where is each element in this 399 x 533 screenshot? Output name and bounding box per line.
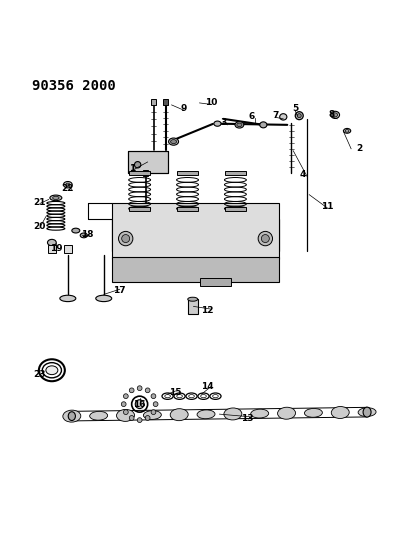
Ellipse shape xyxy=(68,411,75,421)
Bar xyxy=(48,245,56,253)
Bar xyxy=(129,207,150,211)
Text: 7: 7 xyxy=(272,111,279,120)
Text: 17: 17 xyxy=(113,286,126,295)
Circle shape xyxy=(129,416,134,421)
Ellipse shape xyxy=(168,138,179,145)
Ellipse shape xyxy=(135,400,144,408)
Ellipse shape xyxy=(304,408,322,417)
Bar xyxy=(225,207,246,211)
Text: 2: 2 xyxy=(356,144,362,154)
Ellipse shape xyxy=(237,123,242,127)
Ellipse shape xyxy=(251,409,269,418)
Ellipse shape xyxy=(333,113,338,117)
Text: 8: 8 xyxy=(328,110,334,119)
Ellipse shape xyxy=(170,409,188,421)
Text: 6: 6 xyxy=(248,112,255,122)
Bar xyxy=(64,245,72,253)
Text: 18: 18 xyxy=(81,230,94,239)
Ellipse shape xyxy=(47,239,56,246)
Text: 90356 2000: 90356 2000 xyxy=(32,79,116,93)
Ellipse shape xyxy=(280,114,287,120)
Ellipse shape xyxy=(143,410,161,419)
Circle shape xyxy=(258,231,273,246)
Ellipse shape xyxy=(117,409,134,422)
Circle shape xyxy=(145,388,150,393)
Ellipse shape xyxy=(63,182,72,188)
Text: 3: 3 xyxy=(220,118,227,127)
Text: 20: 20 xyxy=(34,222,46,231)
Text: 14: 14 xyxy=(201,382,214,391)
Text: 9: 9 xyxy=(180,104,187,114)
Ellipse shape xyxy=(60,295,76,302)
Ellipse shape xyxy=(278,407,296,419)
Ellipse shape xyxy=(295,112,303,120)
Polygon shape xyxy=(112,219,279,251)
Circle shape xyxy=(134,161,141,168)
Text: 15: 15 xyxy=(169,387,182,397)
Bar xyxy=(188,299,198,314)
Circle shape xyxy=(151,394,156,399)
Bar xyxy=(128,151,168,173)
Ellipse shape xyxy=(170,140,176,143)
Text: 4: 4 xyxy=(300,170,306,179)
Ellipse shape xyxy=(331,111,340,118)
Ellipse shape xyxy=(72,228,80,233)
Bar xyxy=(128,151,168,173)
Ellipse shape xyxy=(53,196,59,199)
Bar xyxy=(163,99,168,105)
Bar xyxy=(177,207,198,211)
Ellipse shape xyxy=(80,233,87,238)
Circle shape xyxy=(137,418,142,423)
Circle shape xyxy=(119,231,133,246)
Text: 13: 13 xyxy=(241,414,254,423)
Ellipse shape xyxy=(344,128,351,133)
Text: 12: 12 xyxy=(201,306,214,315)
Ellipse shape xyxy=(197,410,215,419)
Text: 5: 5 xyxy=(292,104,298,114)
Ellipse shape xyxy=(50,195,62,200)
Circle shape xyxy=(137,386,142,391)
Ellipse shape xyxy=(90,411,108,420)
Bar xyxy=(112,256,279,282)
Ellipse shape xyxy=(235,122,244,128)
Circle shape xyxy=(123,394,128,399)
Bar xyxy=(225,171,246,175)
Circle shape xyxy=(153,402,158,407)
Ellipse shape xyxy=(214,121,221,126)
Ellipse shape xyxy=(188,297,198,301)
Circle shape xyxy=(129,388,134,393)
Circle shape xyxy=(261,235,269,243)
Bar xyxy=(200,278,231,286)
Circle shape xyxy=(151,410,156,415)
Ellipse shape xyxy=(331,407,349,418)
Ellipse shape xyxy=(363,407,371,417)
Circle shape xyxy=(121,402,126,407)
Text: 22: 22 xyxy=(61,184,74,193)
Bar xyxy=(129,171,150,175)
Text: 16: 16 xyxy=(133,400,146,409)
Text: 1: 1 xyxy=(128,164,135,173)
Ellipse shape xyxy=(358,408,376,416)
Circle shape xyxy=(122,235,130,243)
Ellipse shape xyxy=(260,122,267,128)
Circle shape xyxy=(145,416,150,421)
Ellipse shape xyxy=(297,114,301,118)
Bar xyxy=(112,203,279,259)
Text: 10: 10 xyxy=(205,99,218,108)
Text: 19: 19 xyxy=(49,244,62,253)
Ellipse shape xyxy=(345,130,349,132)
Circle shape xyxy=(123,410,128,415)
Ellipse shape xyxy=(96,295,112,302)
Text: 21: 21 xyxy=(34,198,46,207)
Text: 23: 23 xyxy=(34,370,46,379)
Ellipse shape xyxy=(224,408,242,420)
Ellipse shape xyxy=(66,183,70,187)
Ellipse shape xyxy=(63,410,81,422)
Text: 11: 11 xyxy=(321,202,334,211)
Ellipse shape xyxy=(46,366,58,375)
Bar xyxy=(143,170,148,175)
Bar xyxy=(177,171,198,175)
Bar xyxy=(151,99,156,105)
